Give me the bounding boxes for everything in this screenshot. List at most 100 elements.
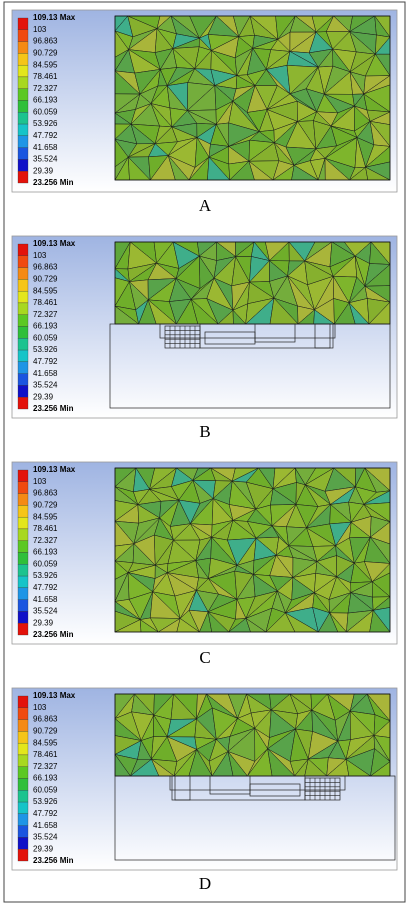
component-outline	[171, 775, 191, 801]
colorbar-block	[17, 575, 29, 589]
legend-label: 60.059	[33, 107, 58, 116]
legend-label: 60.059	[33, 785, 58, 794]
colorbar-block	[17, 88, 29, 101]
legend-label: 47.792	[33, 809, 58, 818]
legend-label: 72.327	[33, 84, 58, 93]
colorbar-block	[17, 623, 29, 636]
legend-label: 78.461	[33, 298, 58, 307]
colorbar-block	[17, 302, 29, 315]
colorbar-block	[17, 279, 29, 292]
legend-label: 23.256 Min	[33, 404, 74, 413]
colorbar-block	[17, 349, 29, 363]
colorbar-block	[17, 825, 29, 838]
legend-label: 66.193	[33, 548, 58, 557]
colorbar-block	[17, 801, 29, 815]
legend-label: 103	[33, 25, 47, 34]
legend-label: 96.863	[33, 489, 58, 498]
legend-label: 35.524	[33, 155, 58, 164]
legend-label: 109.13 Max	[33, 13, 76, 22]
colorbar-block	[17, 849, 29, 862]
legend-label: 29.39	[33, 844, 54, 853]
legend-label: 23.256 Min	[33, 856, 74, 865]
legend-label: 29.39	[33, 618, 54, 627]
colorbar-block	[17, 707, 29, 720]
legend-label: 23.256 Min	[33, 630, 74, 639]
colorbar-block	[17, 813, 29, 826]
legend-label: 47.792	[33, 131, 58, 140]
colorbar-block	[17, 171, 29, 184]
colorbar-block	[17, 53, 29, 66]
colorbar-block	[17, 373, 29, 386]
legend-label: 41.658	[33, 595, 58, 604]
panel-label: D	[199, 874, 211, 893]
legend-label: 66.193	[33, 96, 58, 105]
legend-label: 35.524	[33, 381, 58, 390]
legend-label: 35.524	[33, 833, 58, 842]
legend-label: 72.327	[33, 536, 58, 545]
legend-label: 90.729	[33, 48, 58, 57]
colorbar-block	[17, 100, 29, 113]
panel: 109.13 Max 103 96.863 90.729 84.595 78.461 72.…	[11, 687, 398, 871]
legend-label: 41.658	[33, 821, 58, 830]
panel: 109.13 Max 103 96.863 90.729 84.595 78.461 72.…	[11, 461, 398, 645]
legend-label: 53.926	[33, 345, 58, 354]
colorbar-block	[17, 742, 29, 756]
legend-label: 53.926	[33, 571, 58, 580]
component-outline	[209, 775, 251, 795]
legend-label: 109.13 Max	[33, 691, 76, 700]
legend-label: 90.729	[33, 500, 58, 509]
colorbar-block	[17, 528, 29, 541]
mesh-border	[114, 467, 391, 633]
legend-label: 66.193	[33, 774, 58, 783]
panel-label: A	[199, 196, 212, 215]
legend-label: 29.39	[33, 392, 54, 401]
colorbar-block	[17, 493, 29, 506]
legend-label: 29.39	[33, 166, 54, 175]
legend-label: 103	[33, 251, 47, 260]
colorbar-block	[17, 338, 29, 351]
colorbar-block	[17, 314, 29, 327]
colorbar-block	[17, 243, 29, 256]
colorbar-block	[17, 41, 29, 54]
panel-label: C	[199, 648, 210, 667]
colorbar-block	[17, 361, 29, 374]
colorbar-block	[17, 267, 29, 280]
colorbar-block	[17, 17, 29, 30]
component-outline	[164, 325, 201, 349]
colorbar-block	[17, 123, 29, 137]
colorbar-block	[17, 112, 29, 125]
colorbar-block	[17, 540, 29, 553]
legend-label: 96.863	[33, 37, 58, 46]
legend-label: 47.792	[33, 357, 58, 366]
colorbar-block	[17, 397, 29, 410]
legend-label: 103	[33, 477, 47, 486]
colorbar-block	[17, 587, 29, 600]
legend-label: 96.863	[33, 263, 58, 272]
colorbar-block	[17, 147, 29, 160]
legend-label: 78.461	[33, 750, 58, 759]
colorbar-block	[17, 790, 29, 803]
colorbar-block	[17, 837, 29, 850]
colorbar-block	[17, 778, 29, 791]
panel: 109.13 Max 103 96.863 90.729 84.595 78.461 72.…	[11, 235, 398, 419]
legend-label: 66.193	[33, 322, 58, 331]
legend-label: 96.863	[33, 715, 58, 724]
legend-label: 109.13 Max	[33, 239, 76, 248]
colorbar-block	[17, 552, 29, 565]
colorbar-block	[17, 159, 29, 172]
colorbar-block	[17, 76, 29, 89]
legend-label: 53.926	[33, 119, 58, 128]
legend-label: 41.658	[33, 369, 58, 378]
colorbar-block	[17, 326, 29, 339]
colorbar-block	[17, 719, 29, 732]
colorbar-block	[17, 599, 29, 612]
mesh-border	[114, 15, 391, 181]
colorbar-block	[17, 695, 29, 708]
legend-label: 53.926	[33, 797, 58, 806]
component-outline	[254, 323, 296, 343]
colorbar-block	[17, 505, 29, 518]
legend-label: 78.461	[33, 524, 58, 533]
colorbar-block	[17, 385, 29, 398]
legend-label: 47.792	[33, 583, 58, 592]
